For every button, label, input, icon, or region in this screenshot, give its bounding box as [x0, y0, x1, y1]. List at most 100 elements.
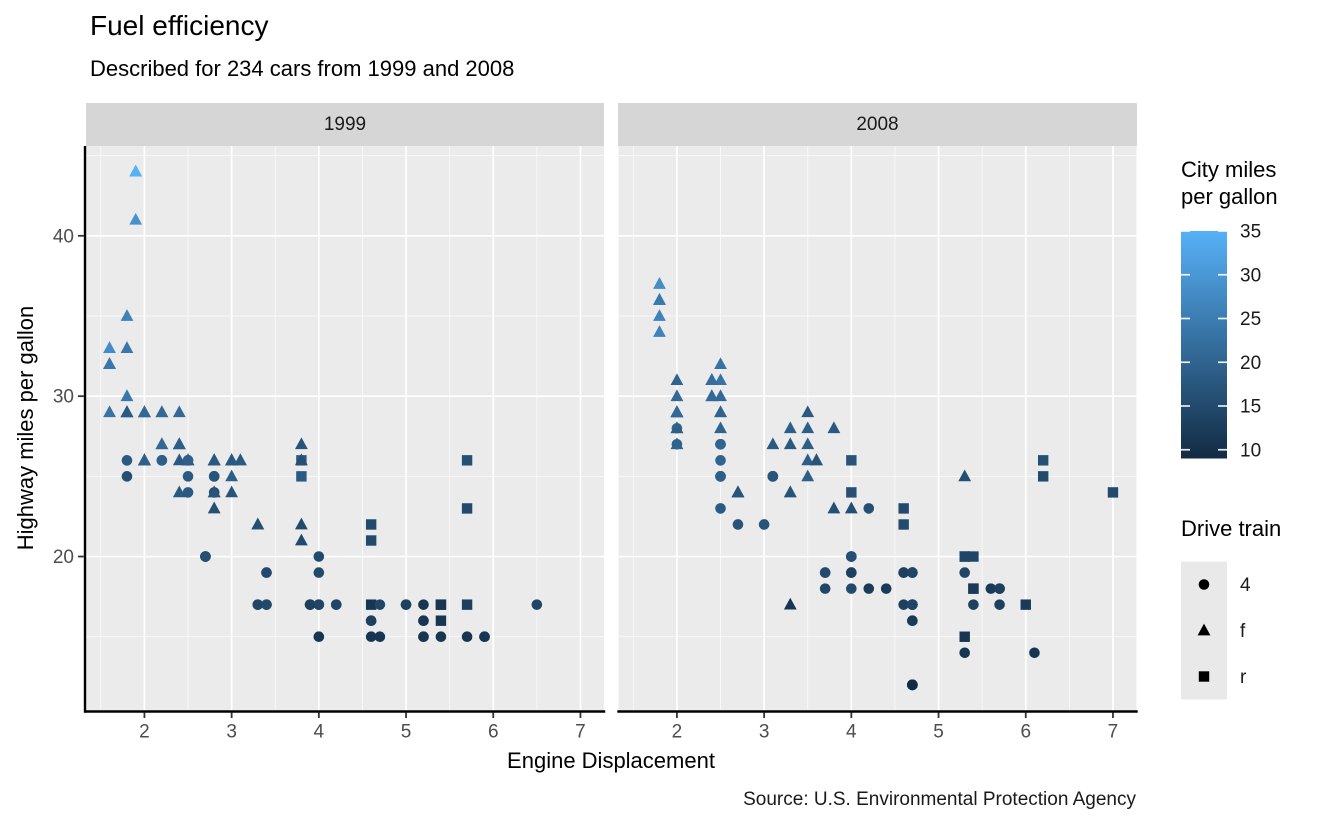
data-point	[313, 567, 325, 578]
plot-caption: Source: U.S. Environmental Protection Ag…	[743, 789, 1136, 810]
data-point	[715, 455, 726, 466]
panel-background	[86, 146, 604, 711]
data-point	[121, 471, 133, 482]
data-point	[827, 501, 841, 514]
color-legend-title: City miles per gallon	[1181, 157, 1278, 209]
data-point	[461, 599, 473, 610]
data-point	[461, 503, 473, 514]
data-point	[653, 293, 666, 305]
data-point	[365, 519, 377, 530]
data-point	[732, 519, 744, 530]
colorbar-tick-label: 35	[1240, 222, 1261, 243]
data-point	[715, 503, 726, 514]
data-point	[801, 469, 815, 482]
data-point	[907, 615, 918, 626]
facet-strip-label: 1999	[323, 113, 367, 135]
data-point	[653, 277, 666, 289]
data-point	[365, 535, 377, 546]
data-point	[103, 341, 116, 353]
data-point	[129, 164, 143, 177]
data-point	[959, 647, 971, 659]
color-legend: 10 15 20 25 30 35	[1181, 222, 1261, 461]
data-point	[400, 599, 412, 610]
data-point	[252, 599, 264, 610]
circle-legend-icon	[1198, 579, 1210, 590]
data-points	[653, 277, 1119, 691]
data-point	[103, 405, 116, 418]
data-point	[313, 631, 325, 643]
facet-strip-2008: 2008	[618, 103, 1137, 146]
data-point	[898, 503, 909, 514]
x-tick-label: 7	[575, 722, 586, 743]
data-point	[225, 485, 239, 498]
x-tick-label: 5	[401, 722, 412, 743]
data-point	[880, 583, 892, 594]
data-point	[670, 437, 684, 450]
data-point	[898, 599, 909, 610]
data-point	[1029, 647, 1040, 659]
data-point	[120, 389, 134, 402]
data-point	[758, 519, 770, 530]
data-point	[994, 599, 1005, 610]
colorbar-tick-label: 10	[1240, 440, 1261, 461]
data-point	[172, 485, 186, 498]
data-point	[705, 373, 719, 386]
data-point	[846, 583, 857, 594]
data-point	[233, 453, 247, 466]
data-point	[103, 357, 116, 370]
data-point	[714, 389, 727, 402]
data-point	[783, 485, 797, 498]
data-point	[435, 615, 447, 626]
facet-panel-2008: 2 3 4 5 6 7	[617, 146, 1138, 743]
x-tick-label: 2	[139, 722, 150, 743]
data-point	[182, 455, 194, 466]
gridlines-major	[86, 146, 604, 711]
data-point	[120, 309, 134, 321]
x-axis-title: Engine Displacement	[507, 748, 715, 773]
data-point	[120, 405, 134, 418]
data-point	[907, 679, 918, 691]
data-point	[435, 599, 447, 610]
x-tick-label: 5	[933, 722, 944, 743]
data-point	[715, 471, 726, 482]
data-point	[138, 453, 151, 466]
shape-legend-label: f	[1240, 621, 1246, 642]
data-point	[418, 599, 429, 610]
data-point	[844, 501, 858, 514]
data-point	[705, 389, 719, 402]
data-point	[172, 453, 186, 466]
data-point	[985, 583, 997, 594]
data-point	[1037, 471, 1049, 482]
data-point	[819, 583, 831, 594]
data-point	[120, 341, 134, 353]
colorbar-tick-label: 30	[1240, 265, 1261, 286]
data-point	[251, 517, 265, 530]
data-point	[670, 373, 684, 386]
data-point	[1020, 599, 1031, 610]
data-point	[898, 519, 909, 530]
gridlines-minor	[86, 146, 604, 711]
facet-strip-label: 2008	[856, 113, 899, 135]
data-point	[207, 501, 221, 514]
colorbar-tick-label: 25	[1240, 309, 1261, 330]
triangle-legend-icon	[1197, 623, 1211, 636]
data-point	[898, 567, 909, 578]
x-tick-label: 2	[672, 722, 683, 743]
data-point	[863, 583, 875, 594]
data-point	[121, 455, 133, 466]
facet-strip-1999: 1999	[86, 103, 604, 146]
data-point	[261, 599, 272, 610]
data-point	[846, 487, 857, 498]
data-point	[907, 567, 918, 578]
data-point	[294, 517, 308, 530]
panel-background	[618, 146, 1137, 711]
data-point	[783, 421, 797, 434]
data-point	[374, 599, 386, 610]
colorbar	[1181, 231, 1227, 459]
data-point	[156, 455, 168, 466]
y-tick-label: 30	[53, 387, 74, 408]
data-point	[731, 485, 745, 498]
data-point	[294, 453, 308, 466]
data-point	[907, 599, 918, 610]
